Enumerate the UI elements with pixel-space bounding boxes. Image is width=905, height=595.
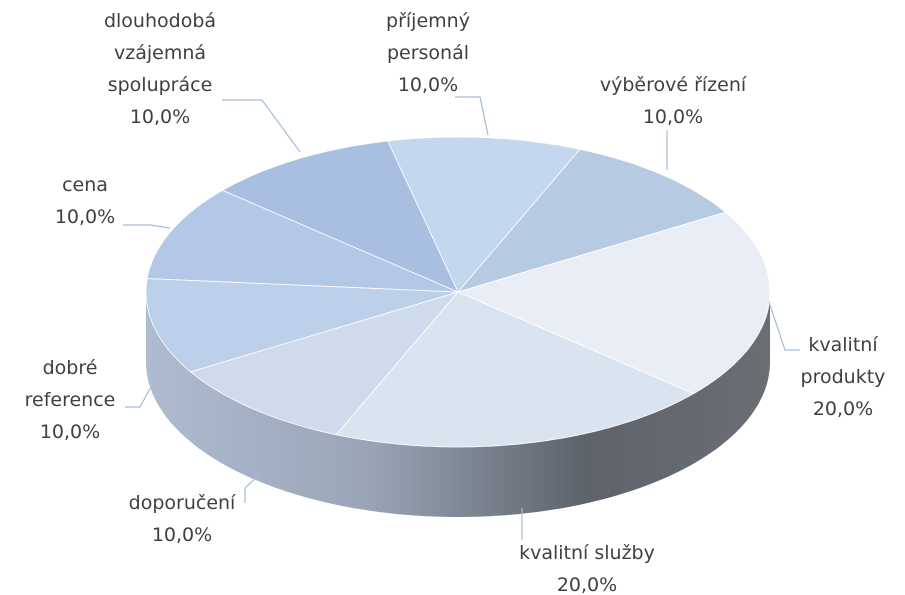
pie-side xyxy=(146,292,770,517)
data-label: dlouhodobá vzájemná spolupráce 10,0% xyxy=(80,5,240,133)
category-label: výběrové řízení xyxy=(599,74,747,96)
percent-label: 10,0% xyxy=(129,106,191,128)
percent-label: 10,0% xyxy=(642,106,704,128)
leader-lines xyxy=(123,96,800,540)
percent-label: 10,0% xyxy=(397,74,459,96)
category-label: příjemný personál xyxy=(386,10,470,64)
category-label: kvalitní služby xyxy=(519,542,655,564)
data-label: kvalitní produkty 20,0% xyxy=(783,329,903,425)
pie-slice xyxy=(146,189,459,293)
leader-line xyxy=(455,96,489,136)
category-label: dobré reference xyxy=(24,357,116,411)
pie-slice xyxy=(189,291,460,436)
leader-line xyxy=(123,224,171,229)
category-label: dlouhodobá vzájemná spolupráce xyxy=(103,10,217,96)
data-label: kvalitní služby 20,0% xyxy=(487,537,687,595)
leader-line xyxy=(222,99,301,153)
data-label: dobré reference 10,0% xyxy=(10,352,130,448)
leader-line xyxy=(769,304,800,351)
category-label: kvalitní produkty xyxy=(800,334,886,388)
data-label: výběrové řízení 10,0% xyxy=(573,69,773,133)
percent-label: 10,0% xyxy=(151,524,213,546)
pie-slice xyxy=(335,291,695,448)
pie-slice xyxy=(387,136,581,293)
category-label: cena xyxy=(62,174,108,196)
data-label: příjemný personál 10,0% xyxy=(368,5,488,101)
pie-slice xyxy=(456,211,771,395)
leader-line xyxy=(125,384,153,408)
percent-label: 20,0% xyxy=(812,398,874,420)
data-label: doporučení 10,0% xyxy=(102,487,262,551)
pie-slice xyxy=(221,140,459,293)
pie-slice xyxy=(456,148,727,293)
percent-label: 10,0% xyxy=(54,206,116,228)
category-label: doporučení xyxy=(128,492,236,514)
leader-line xyxy=(244,475,259,503)
data-label: cena 10,0% xyxy=(45,169,125,233)
pie-slice xyxy=(145,278,459,373)
percent-label: 10,0% xyxy=(39,421,101,443)
percent-label: 20,0% xyxy=(556,574,618,595)
